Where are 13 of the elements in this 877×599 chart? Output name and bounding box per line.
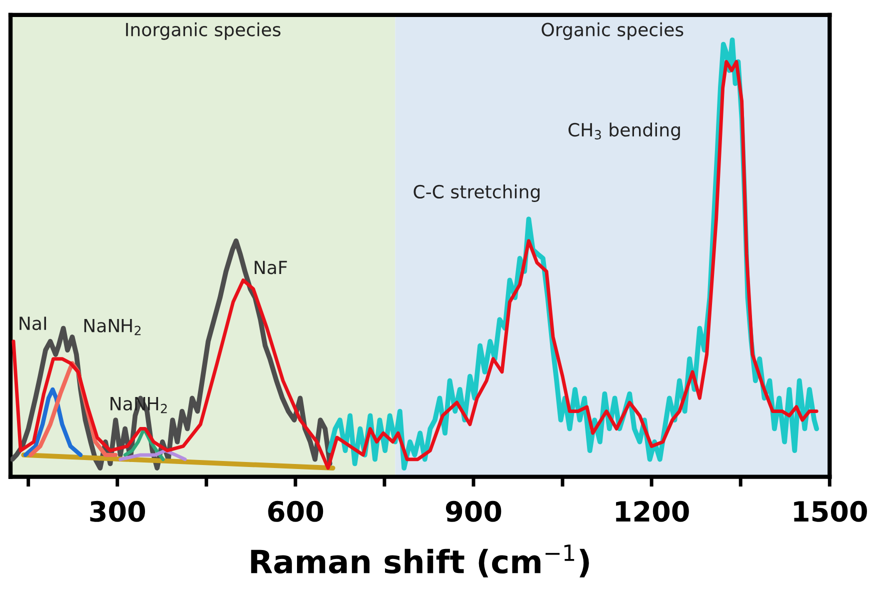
annotation: NaI (20, 316, 46, 330)
band-label: Inorganic species (126, 22, 280, 40)
x-tick-label: 1500 (794, 500, 867, 522)
x-axis-title: Raman shift (cm$^{−1}$) (251, 544, 589, 578)
annotation: CH$_{3}$ bending (568, 122, 680, 140)
annotation: NaF (254, 260, 287, 274)
annotation: C-C stretching (414, 184, 540, 202)
x-tick-label: 600 (268, 500, 324, 522)
x-tick-label: 1200 (616, 500, 689, 522)
x-tick-label: 900 (446, 500, 502, 522)
band-label: Organic species (542, 22, 684, 40)
x-tick-label: 300 (90, 500, 146, 522)
annotation: NaNH$_{2}$ (84, 319, 141, 336)
